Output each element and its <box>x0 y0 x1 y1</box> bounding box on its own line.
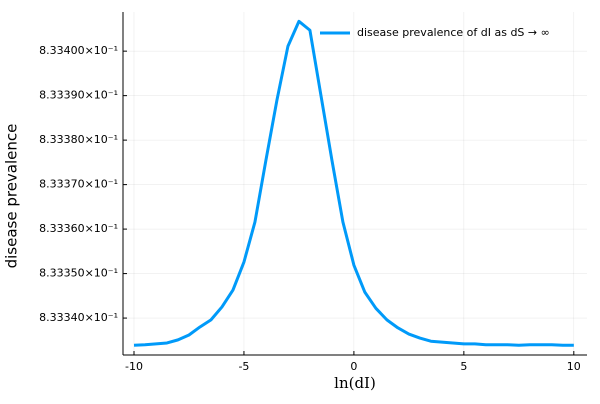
y-tick-label: 8.33360×10⁻¹ <box>39 222 118 235</box>
x-axis-label: ln(dI) <box>334 374 376 392</box>
line-series <box>133 19 574 347</box>
y-axis-label: disease prevalence <box>3 124 21 269</box>
x-tick-label: -10 <box>125 360 143 373</box>
x-tick-label: -5 <box>238 360 249 373</box>
y-tick-label: 8.33370×10⁻¹ <box>39 178 118 191</box>
y-tick-label: 8.33380×10⁻¹ <box>39 133 118 146</box>
x-tick-label: 0 <box>350 360 357 373</box>
y-tick-label: 8.33390×10⁻¹ <box>39 89 118 102</box>
y-tick-label: 8.33400×10⁻¹ <box>39 44 118 57</box>
x-tick-label: 10 <box>567 360 581 373</box>
legend-label: disease prevalence of dI as dS → ∞ <box>357 26 550 39</box>
y-tick-label: 8.33350×10⁻¹ <box>39 267 118 280</box>
y-tick-label: 8.33340×10⁻¹ <box>39 311 118 324</box>
x-tick-label: 5 <box>460 360 467 373</box>
